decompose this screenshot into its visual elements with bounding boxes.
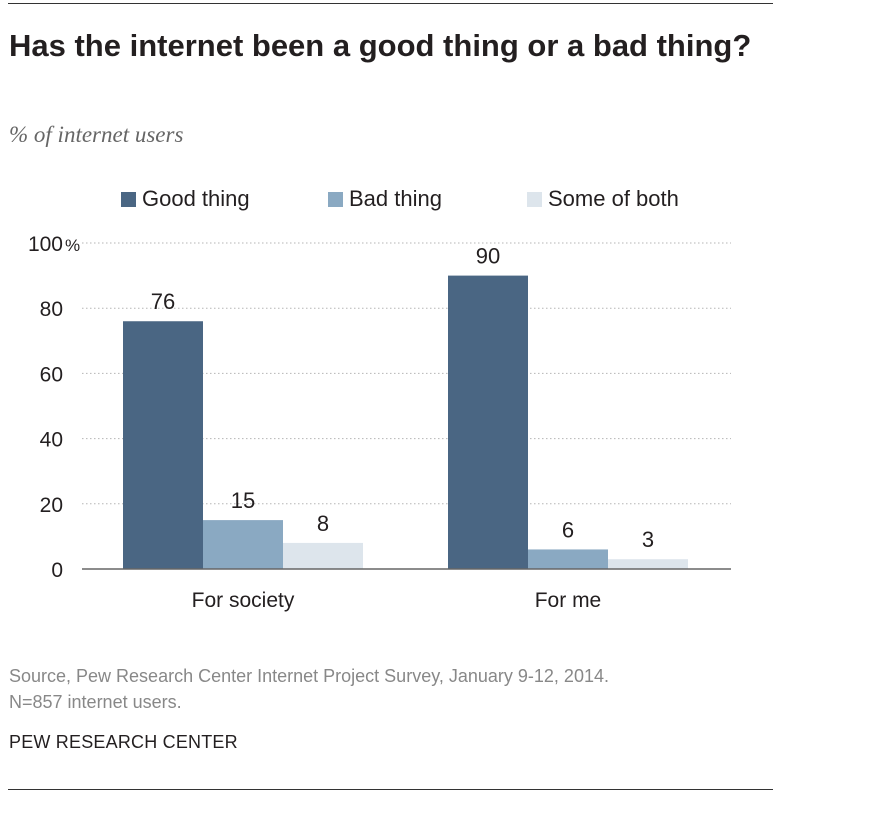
chart-title: Has the internet been a good thing or a … bbox=[9, 28, 752, 63]
data-label-society-0: 76 bbox=[151, 289, 175, 314]
legend-swatch-both bbox=[527, 191, 542, 207]
data-label-society-2: 8 bbox=[317, 511, 329, 536]
legend-item-both: Some of both bbox=[527, 184, 679, 214]
x-category-label-0: For society bbox=[192, 589, 295, 612]
legend-label-bad: Bad thing bbox=[349, 186, 442, 211]
y-tick-label-100: 100 bbox=[28, 233, 63, 256]
top-rule bbox=[8, 3, 773, 4]
y-tick-label-60: 60 bbox=[40, 363, 63, 386]
bar-society-2 bbox=[283, 542, 363, 569]
source-note: Source, Pew Research Center Internet Pro… bbox=[9, 663, 609, 715]
data-label-me-0: 90 bbox=[476, 244, 500, 269]
bar-chart: 0 20 40 60 80 100 % 76 15 8 For society 90 6 3 For me bbox=[28, 233, 731, 612]
source-line-2: N=857 internet users. bbox=[9, 692, 182, 712]
data-label-me-1: 6 bbox=[562, 517, 574, 542]
bar-society-1 bbox=[203, 520, 283, 569]
y-tick-label-40: 40 bbox=[40, 429, 63, 452]
legend-item-good: Good thing bbox=[121, 184, 250, 214]
y-tick-label-0: 0 bbox=[51, 559, 63, 582]
source-line-1: Source, Pew Research Center Internet Pro… bbox=[9, 666, 609, 686]
bar-me-0 bbox=[448, 275, 528, 569]
legend-swatch-bad bbox=[328, 191, 343, 207]
y-tick-label-80: 80 bbox=[40, 298, 63, 321]
chart-subtitle: % of internet users bbox=[9, 122, 184, 147]
legend-label-good: Good thing bbox=[142, 186, 250, 211]
bar-me-1 bbox=[528, 549, 608, 569]
legend: Good thing Bad thing Some of both bbox=[0, 184, 890, 214]
bar-me-2 bbox=[608, 559, 688, 569]
legend-swatch-good bbox=[121, 191, 136, 207]
legend-item-bad: Bad thing bbox=[328, 184, 442, 214]
data-label-me-2: 3 bbox=[642, 527, 654, 552]
bottom-rule bbox=[8, 789, 773, 790]
y-unit-label: % bbox=[65, 236, 80, 255]
data-label-society-1: 15 bbox=[231, 488, 255, 513]
bar-society-0 bbox=[123, 321, 203, 569]
x-category-label-1: For me bbox=[535, 589, 602, 612]
legend-label-both: Some of both bbox=[548, 186, 679, 211]
y-tick-label-20: 20 bbox=[40, 494, 63, 517]
pew-credit: PEW RESEARCH CENTER bbox=[9, 732, 238, 752]
